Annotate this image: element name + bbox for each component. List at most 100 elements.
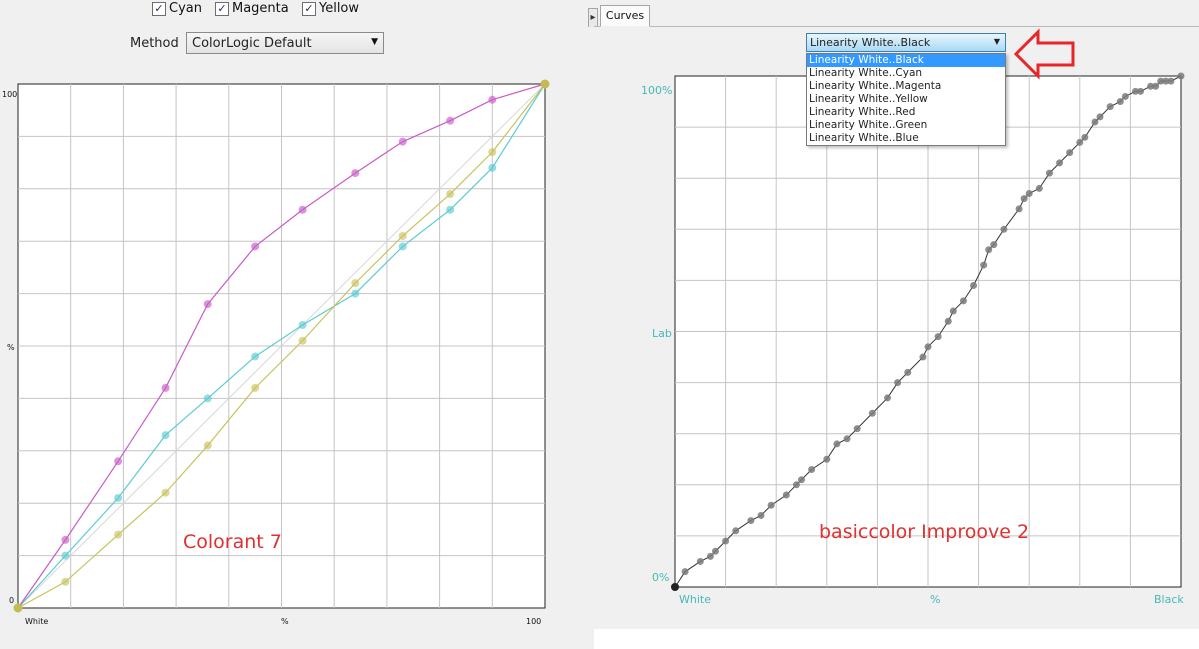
black-curve-point [671, 583, 679, 591]
black-curve-point [808, 465, 816, 473]
cyan-curve-point [488, 163, 497, 172]
black-curve-point [711, 547, 719, 555]
cyan-curve-point [398, 242, 407, 251]
curve-option[interactable]: Linearity White..Blue [809, 132, 919, 144]
cyan-curve-point [251, 352, 260, 361]
right-curve [671, 72, 1185, 591]
cyan-curve-point [114, 493, 123, 502]
curve-option[interactable]: Linearity White..Yellow [809, 93, 928, 105]
yellow-checkbox[interactable]: ✓ Yellow [302, 1, 359, 16]
black-curve-point [904, 368, 912, 376]
black-curve-point [843, 435, 851, 443]
method-select[interactable]: ColorLogic Default ▼ [186, 32, 384, 54]
right-y-top-label: 100% [641, 84, 673, 97]
left-x-left-label: White [25, 617, 49, 626]
magenta-curve-point [298, 205, 307, 214]
black-curve-point [1056, 159, 1064, 167]
left-x-mid-label: % [281, 617, 289, 626]
yellow-curve-point [398, 231, 407, 240]
tab-curves[interactable]: Curves [600, 5, 650, 27]
right-x-mid-label: % [930, 593, 941, 606]
left-caption: Colorant 7 [183, 531, 282, 553]
black-curve-point [934, 333, 942, 341]
black-curve-point [959, 297, 967, 305]
magenta-checkbox[interactable]: ✓ Magenta [215, 1, 289, 16]
black-curve-point [868, 409, 876, 417]
black-curve-point [1066, 149, 1074, 157]
curve-dropdown-list: Linearity White..Black Linearity White..… [806, 53, 1006, 146]
check-icon[interactable]: ✓ [302, 1, 316, 16]
black-curve-point [853, 425, 861, 433]
magenta-label: Magenta [232, 1, 289, 16]
tab-previous[interactable]: ▸ [588, 8, 598, 27]
check-icon[interactable]: ✓ [215, 1, 229, 16]
cyan-curve-point [61, 551, 70, 560]
cyan-curve-point [298, 321, 307, 330]
black-curve-point [732, 527, 740, 535]
yellow-label: Yellow [319, 1, 360, 16]
left-y-bottom-label: 0 [9, 596, 15, 605]
black-curve-point [1162, 77, 1170, 85]
chevron-down-icon: ▼ [993, 37, 1000, 46]
black-curve-point [1157, 77, 1165, 85]
magenta-curve-point [351, 169, 360, 178]
curve-select-value: Linearity White..Black [810, 36, 931, 49]
black-curve-point [1076, 138, 1084, 146]
black-curve-point [833, 440, 841, 448]
right-y-mid-label: Lab [652, 327, 672, 340]
yellow-curve-point [351, 279, 360, 288]
black-curve-point [747, 517, 755, 525]
right-panel-footer [594, 629, 1199, 649]
black-curve-point [944, 317, 952, 325]
magenta-curve-point [114, 457, 123, 466]
left-start-point [13, 603, 23, 613]
black-curve-point [1152, 82, 1160, 90]
cyan-curve-line [17, 83, 546, 609]
curve-option[interactable]: Linearity White..Black [807, 54, 1005, 67]
yellow-curve-point [161, 488, 170, 497]
black-curve-point [792, 481, 800, 489]
black-curve-point [990, 241, 998, 249]
curve-option[interactable]: Linearity White..Magenta [809, 80, 942, 92]
curve-option[interactable]: Linearity White..Green [809, 119, 928, 131]
black-curve-point [1137, 87, 1145, 95]
left-y-top-label: 100 [2, 90, 18, 99]
yellow-curve-point [446, 190, 455, 199]
yellow-curve-point [114, 530, 123, 539]
yellow-curve-point [488, 148, 497, 157]
black-curve-point [1045, 169, 1053, 177]
curve-option[interactable]: Linearity White..Cyan [809, 67, 923, 79]
cyan-label: Cyan [169, 1, 202, 16]
black-curve-point [696, 557, 704, 565]
black-curve-point [919, 353, 927, 361]
left-curves [13, 79, 550, 613]
magenta-curve-point [203, 300, 212, 309]
curve-select[interactable]: Linearity White..Black ▼ [806, 33, 1006, 52]
magenta-curve-point [161, 383, 170, 392]
curve-option[interactable]: Linearity White..Red [809, 106, 916, 118]
black-curve-point [1167, 77, 1175, 85]
black-curve-point [1106, 103, 1114, 111]
black-curve-point [757, 511, 765, 519]
black-curve-point [1025, 190, 1033, 198]
black-curve-point [1147, 82, 1155, 90]
cyan-curve-point [203, 394, 212, 403]
left-grid [18, 84, 545, 608]
black-curve-point [782, 491, 790, 499]
black-curve-point [1000, 225, 1008, 233]
right-y-bottom-label: 0% [652, 571, 670, 584]
black-curve-point [722, 537, 730, 545]
black-curve-point [894, 379, 902, 387]
check-icon[interactable]: ✓ [152, 1, 166, 16]
black-curve-point [1091, 118, 1099, 126]
magenta-curve-point [398, 137, 407, 146]
left-x-right-label: 100 [526, 617, 542, 626]
right-caption: basiccolor Improove 2 [819, 521, 1030, 543]
left-chart [13, 79, 550, 613]
cyan-curve-point [446, 205, 455, 214]
yellow-curve-line [17, 83, 546, 609]
black-curve-point [985, 246, 993, 254]
red-arrow-annotation [1013, 28, 1075, 80]
cyan-checkbox[interactable]: ✓ Cyan [152, 1, 202, 16]
black-curve-point [980, 261, 988, 269]
